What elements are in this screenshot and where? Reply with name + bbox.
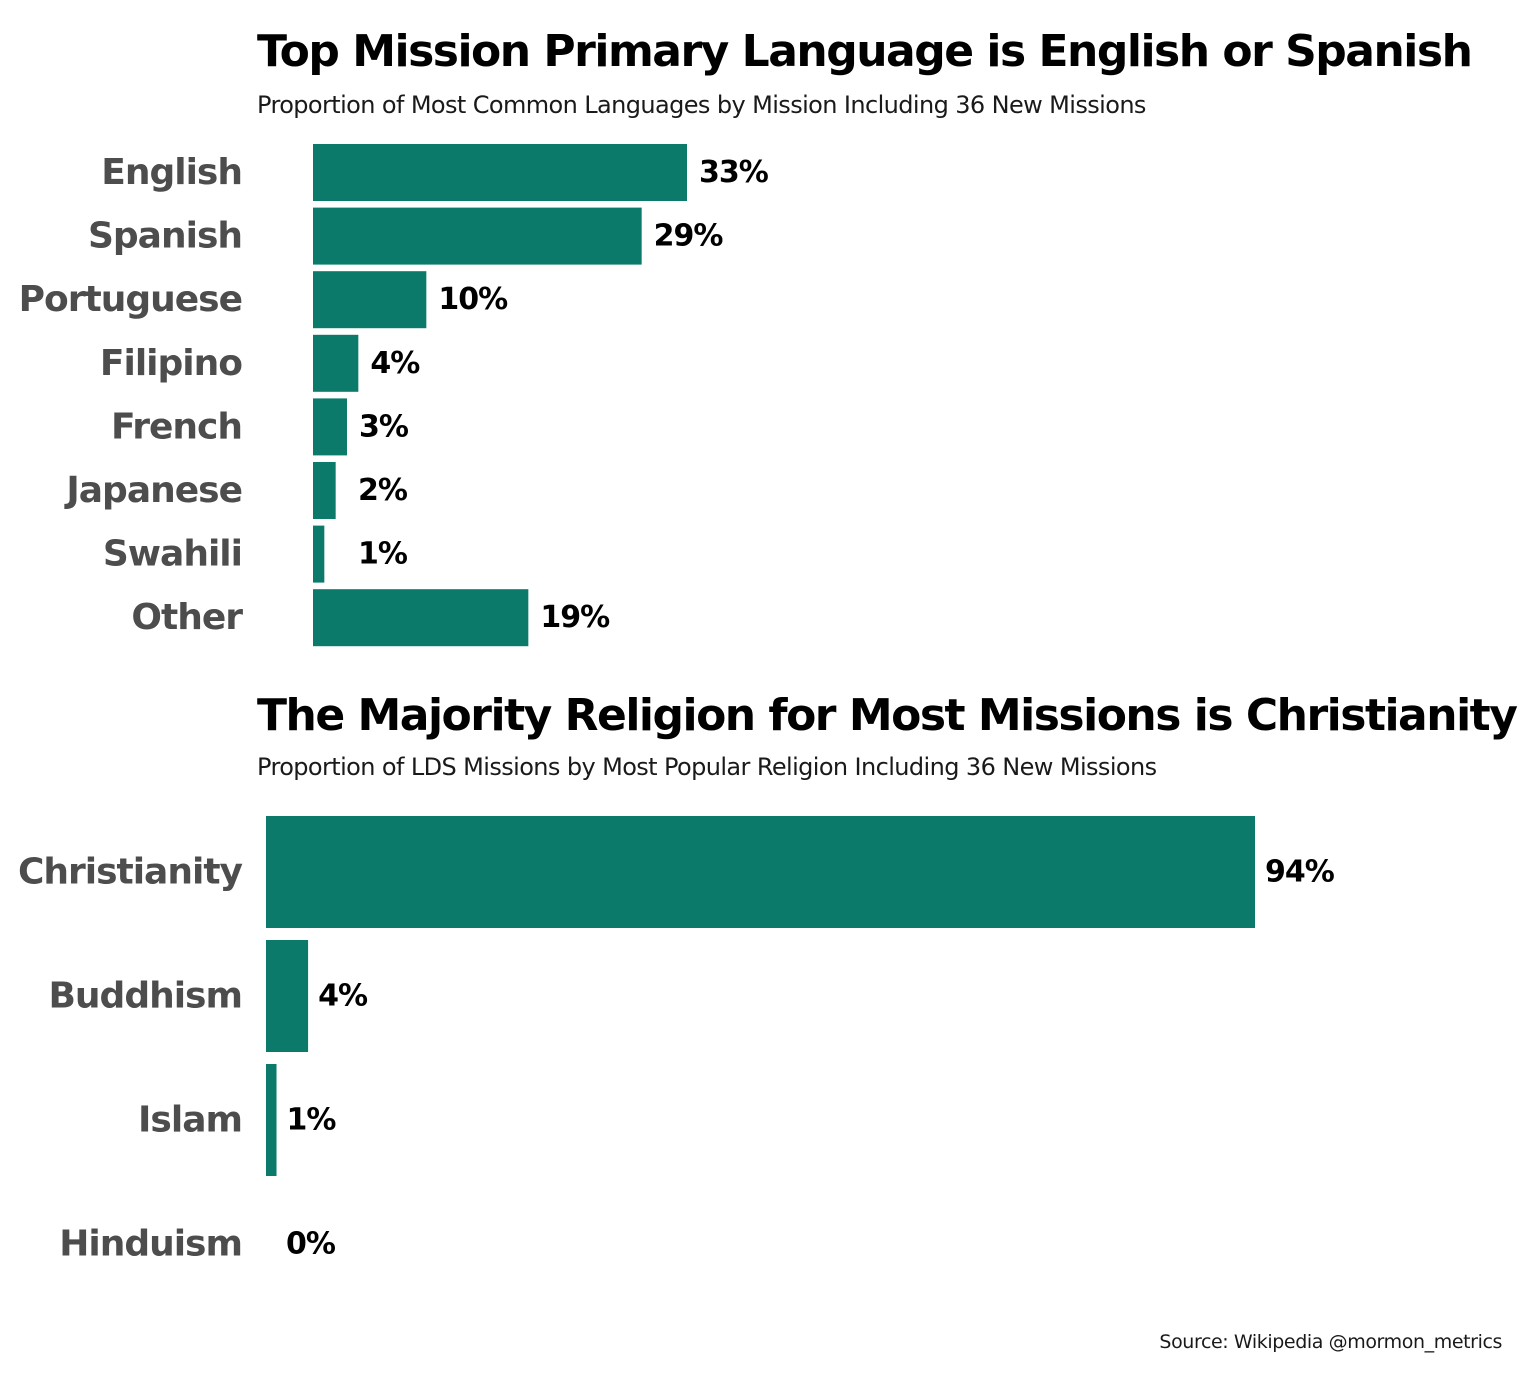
language-category-label-other: Other xyxy=(131,597,243,638)
language-value-label-portuguese: 10% xyxy=(438,282,508,317)
religion-bar-christianity xyxy=(266,816,1255,928)
language-chart-subtitle: Proportion of Most Common Languages by M… xyxy=(257,91,1146,119)
religion-category-label-islam: Islam xyxy=(138,1100,242,1141)
language-category-label-japanese: Japanese xyxy=(63,470,242,511)
language-bar-portuguese xyxy=(313,271,427,329)
language-category-label-french: French xyxy=(111,406,242,447)
religion-category-label-christianity: Christianity xyxy=(18,852,243,893)
religion-value-label-hinduism: 0% xyxy=(286,1227,336,1262)
language-value-label-japanese: 2% xyxy=(358,473,408,508)
language-value-label-filipino: 4% xyxy=(370,346,420,381)
religion-category-label-buddhism: Buddhism xyxy=(48,976,242,1017)
religion-value-label-christianity: 94% xyxy=(1265,855,1335,890)
language-bar-french xyxy=(313,398,347,456)
religion-chart: The Majority Religion for Most Missions … xyxy=(18,690,1519,1265)
language-bar-swahili xyxy=(313,525,325,583)
religion-value-label-buddhism: 4% xyxy=(318,979,368,1014)
language-bar-english xyxy=(313,144,687,201)
language-bars: English 33% Spanish 29% Portuguese 10% Filipin… xyxy=(19,144,770,647)
religion-bars: Christianity 94% Buddhism 4% Islam 1% Hinduism… xyxy=(18,816,1336,1265)
language-bar-filipino xyxy=(313,334,359,392)
language-value-label-english: 33% xyxy=(699,155,769,190)
religion-chart-title: The Majority Religion for Most Missions … xyxy=(257,690,1517,741)
language-bar-other xyxy=(313,589,529,647)
language-bar-spanish xyxy=(313,207,642,265)
religion-bar-islam xyxy=(266,1064,277,1176)
language-value-label-french: 3% xyxy=(359,409,409,444)
language-category-label-portuguese: Portuguese xyxy=(19,279,242,320)
language-chart-title: Top Mission Primary Language is English … xyxy=(257,26,1471,77)
language-chart: Top Mission Primary Language is English … xyxy=(19,26,1473,647)
language-category-label-filipino: Filipino xyxy=(100,343,242,384)
religion-value-label-islam: 1% xyxy=(287,1103,337,1138)
language-category-label-swahili: Swahili xyxy=(103,534,242,575)
source-caption: Source: Wikipedia @mormon_metrics xyxy=(1159,1331,1502,1353)
language-category-label-english: English xyxy=(101,152,242,193)
language-value-label-other: 19% xyxy=(540,600,610,635)
language-value-label-swahili: 1% xyxy=(358,537,408,572)
language-value-label-spanish: 29% xyxy=(654,219,724,254)
language-bar-japanese xyxy=(313,462,336,519)
religion-bar-buddhism xyxy=(266,940,309,1052)
religion-chart-subtitle: Proportion of LDS Missions by Most Popul… xyxy=(257,753,1157,781)
language-category-label-spanish: Spanish xyxy=(88,216,242,257)
religion-category-label-hinduism: Hinduism xyxy=(59,1224,242,1265)
